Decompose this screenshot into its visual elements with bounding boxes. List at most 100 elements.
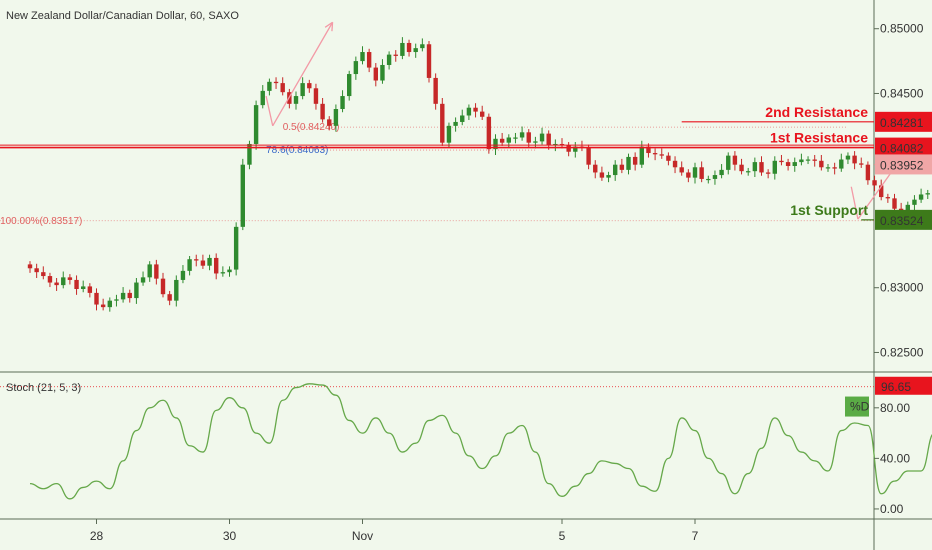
candle-body	[666, 155, 671, 161]
price-tick-label: 0.85000	[880, 22, 924, 36]
candle-body	[280, 83, 285, 93]
last-price-tag	[875, 154, 932, 175]
candle-body	[360, 52, 365, 62]
candle-body	[140, 277, 146, 283]
trend-arrow-tail	[265, 95, 274, 126]
candle-body	[260, 90, 265, 106]
candle-body	[440, 103, 445, 143]
candle-body	[320, 103, 325, 120]
candle-body	[659, 154, 664, 156]
candle-body	[460, 115, 465, 122]
price-axis[interactable]: 0.85000 0.84500 0.83000 0.82500	[874, 22, 924, 360]
candle-body	[34, 268, 39, 273]
candle-body	[839, 159, 844, 169]
candle-body	[832, 167, 837, 169]
fib-level-label: 100.00%(0.83517)	[0, 216, 82, 227]
candle-body	[546, 133, 551, 146]
candle-body	[646, 146, 651, 154]
candle-body	[519, 132, 525, 138]
candle-body	[506, 137, 511, 143]
candle-body	[307, 83, 312, 89]
candle-body	[606, 175, 611, 178]
candles-layer	[27, 37, 930, 312]
stoch-legend-badge	[845, 396, 869, 417]
price-tick-label: 0.82500	[880, 345, 924, 359]
level-price-tag	[875, 209, 932, 230]
candle-body	[499, 138, 505, 143]
candle-body	[340, 96, 345, 110]
candle-body	[214, 257, 219, 274]
level-price-tag	[875, 137, 932, 158]
fib-level-label: 0.5(0.84240)	[283, 122, 340, 133]
candle-body	[400, 42, 405, 56]
candle-body	[746, 171, 751, 173]
candle-body	[879, 185, 884, 198]
candle-body	[679, 167, 684, 173]
candle-body	[200, 260, 206, 266]
candle-body	[433, 77, 438, 104]
candle-body	[573, 146, 578, 152]
candle-body	[81, 286, 86, 290]
candle-body	[87, 286, 93, 293]
price-tick-label: 0.83000	[880, 281, 924, 295]
candle-body	[267, 81, 272, 91]
stoch-pane-background	[0, 374, 874, 519]
candle-body	[74, 279, 79, 290]
candle-body	[785, 162, 791, 166]
stoch-marker-tag	[875, 376, 932, 395]
time-tick-label: 5	[559, 529, 566, 543]
candle-body	[686, 172, 691, 178]
candle-body	[313, 88, 319, 104]
candle-body	[706, 178, 711, 181]
time-tick-label: 30	[223, 529, 237, 543]
trend-arrow-up-head	[324, 21, 333, 28]
fibonacci-layer: 0.5(0.84240) 78.6(0.84063) 100.00%(0.83517…	[0, 122, 908, 227]
candle-body	[752, 162, 758, 172]
candle-body	[652, 153, 658, 155]
candle-body	[466, 107, 472, 116]
candle-body	[120, 292, 126, 300]
candle-body	[293, 96, 299, 104]
candle-body	[147, 264, 152, 278]
candle-body	[526, 132, 531, 143]
candle-body	[619, 164, 625, 170]
candle-body	[586, 147, 591, 165]
level-price-tag	[875, 111, 932, 132]
stoch-tick-label: 40.00	[880, 451, 910, 465]
time-tick-label: Nov	[352, 529, 373, 543]
candle-body	[94, 292, 99, 305]
candle-body	[47, 276, 53, 283]
candle-body	[207, 257, 212, 266]
candle-body	[194, 259, 199, 261]
candle-body	[253, 105, 259, 144]
candle-body	[480, 111, 485, 117]
price-tick-label: 0.84500	[880, 86, 924, 100]
candle-body	[114, 299, 119, 301]
candle-body	[626, 156, 631, 170]
candle-body	[925, 193, 930, 195]
candle-body	[333, 109, 339, 126]
candle-body	[859, 163, 864, 165]
candle-body	[240, 164, 245, 227]
candle-body	[453, 121, 458, 126]
candle-body	[100, 304, 106, 308]
candle-body	[406, 42, 412, 53]
candle-body	[672, 160, 678, 168]
trend-arrow-tail	[850, 186, 859, 220]
level-label: 1st Support	[790, 202, 868, 218]
candle-body	[699, 167, 704, 179]
stochastic-layer: %D	[0, 383, 932, 500]
candle-body	[426, 44, 432, 78]
stoch-axis[interactable]: 96.65 80.00 40.00 0.00	[874, 376, 932, 516]
candle-body	[347, 74, 352, 97]
price-pane-background	[0, 0, 874, 372]
candle-body	[892, 198, 897, 209]
candle-body	[413, 48, 418, 53]
candle-body	[167, 294, 172, 301]
time-axis[interactable]: 2830Nov571113	[90, 519, 932, 543]
candle-body	[772, 160, 777, 174]
stoch-tick-label: 80.00	[880, 401, 910, 415]
candle-body	[386, 54, 392, 65]
candle-body	[327, 119, 332, 126]
